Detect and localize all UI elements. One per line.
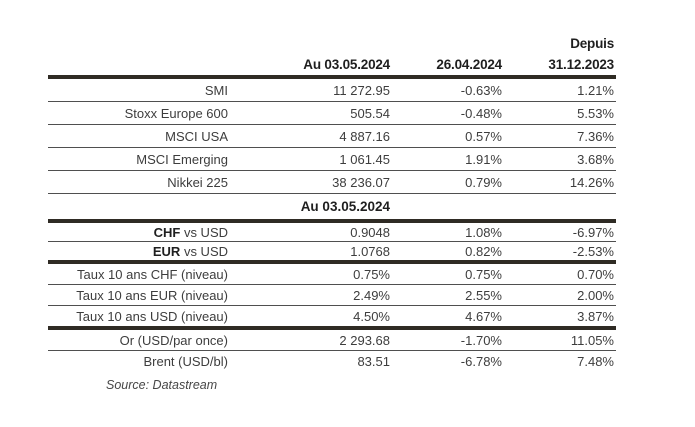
row-label: Stoxx Europe 600 <box>124 105 228 121</box>
value-change-week: 1.08% <box>465 224 502 240</box>
empty-cell <box>48 54 230 77</box>
value-level: 1.0768 <box>350 243 390 259</box>
empty-cell <box>48 194 230 222</box>
table-row: Taux 10 ans USD (niveau) 4.50% 4.67% 3.8… <box>48 306 616 328</box>
table-row: Nikkei 225 38 236.07 0.79% 14.26% <box>48 171 616 194</box>
row-label: Nikkei 225 <box>167 174 228 190</box>
empty-cell <box>48 33 230 54</box>
table-row: Brent (USD/bl) 83.51 -6.78% 7.48% <box>48 351 616 372</box>
table-row: CHF vs USD 0.9048 1.08% -6.97% <box>48 221 616 242</box>
table-row: EUR vs USD 1.0768 0.82% -2.53% <box>48 242 616 263</box>
empty-cell <box>392 194 504 222</box>
value-level: 0.75% <box>353 266 390 282</box>
value-change-week: 4.67% <box>465 308 502 324</box>
value-change-week: 1.91% <box>465 151 502 167</box>
currency-code: CHF <box>153 224 181 240</box>
row-label: MSCI USA <box>165 128 228 144</box>
table-column-header-row: Au 03.05.2024 26.04.2024 31.12.2023 <box>48 54 616 77</box>
currency-pair-rest: vs USD <box>180 224 228 240</box>
row-label: EUR vs USD <box>48 242 230 263</box>
value-change-ytd: -2.53% <box>572 243 614 259</box>
table-row: MSCI USA 4 887.16 0.57% 7.36% <box>48 125 616 148</box>
value-level: 11 272.95 <box>333 82 390 98</box>
row-label: CHF vs USD <box>48 221 230 242</box>
value-change-ytd: 0.70% <box>577 266 614 282</box>
row-label: Taux 10 ans EUR (niveau) <box>76 287 228 303</box>
value-change-week: -0.48% <box>460 105 502 121</box>
table-row: SMI 11 272.95 -0.63% 1.21% <box>48 77 616 102</box>
value-level: 2 293.68 <box>339 332 390 348</box>
value-change-ytd: 7.48% <box>577 353 614 369</box>
table-row: Stoxx Europe 600 505.54 -0.48% 5.53% <box>48 102 616 125</box>
section-header-date: Au 03.05.2024 <box>300 199 390 214</box>
row-label: Brent (USD/bl) <box>143 353 228 369</box>
value-level: 38 236.07 <box>332 174 390 190</box>
column-header-level: Au 03.05.2024 <box>303 57 390 72</box>
value-change-ytd: 3.68% <box>577 151 614 167</box>
currency-pair-rest: vs USD <box>180 243 228 259</box>
value-level: 505.54 <box>350 105 390 121</box>
value-level: 4 887.16 <box>339 128 390 144</box>
empty-cell <box>504 194 616 222</box>
value-change-ytd: 1.21% <box>577 82 614 98</box>
value-change-ytd: 5.53% <box>577 105 614 121</box>
currency-code: EUR <box>152 243 181 259</box>
value-change-week: 2.55% <box>465 287 502 303</box>
column-header-since-week: 26.04.2024 <box>436 57 502 72</box>
value-change-ytd: -6.97% <box>572 224 614 240</box>
value-change-week: -1.70% <box>460 332 502 348</box>
value-level: 0.9048 <box>350 224 390 240</box>
value-level: 83.51 <box>357 353 390 369</box>
table-row: Taux 10 ans EUR (niveau) 2.49% 2.55% 2.0… <box>48 285 616 306</box>
section-header-row: Au 03.05.2024 <box>48 194 616 222</box>
value-change-ytd: 11.05% <box>570 332 614 348</box>
empty-cell <box>230 33 392 54</box>
value-change-week: 0.82% <box>465 243 502 259</box>
table-row: Or (USD/par once) 2 293.68 -1.70% 11.05% <box>48 328 616 351</box>
column-header-since-ytd: 31.12.2023 <box>548 57 614 72</box>
value-change-week: 0.57% <box>465 128 502 144</box>
value-change-ytd: 14.26% <box>569 174 614 190</box>
value-level: 2.49% <box>353 287 390 303</box>
value-level: 1 061.45 <box>339 151 390 167</box>
value-change-week: -6.78% <box>460 353 502 369</box>
table-row: MSCI Emerging 1 061.45 1.91% 3.68% <box>48 148 616 171</box>
table-row: Taux 10 ans CHF (niveau) 0.75% 0.75% 0.7… <box>48 262 616 285</box>
depuis-header: Depuis <box>570 36 614 51</box>
market-data-table: Depuis Au 03.05.2024 26.04.2024 31.12.20… <box>48 33 616 371</box>
row-label: Taux 10 ans CHF (niveau) <box>76 266 228 282</box>
market-table-container: Depuis Au 03.05.2024 26.04.2024 31.12.20… <box>48 33 616 392</box>
value-change-ytd: 2.00% <box>577 287 614 303</box>
value-change-ytd: 7.36% <box>577 128 614 144</box>
row-label: Taux 10 ans USD (niveau) <box>76 308 228 324</box>
table-header-depuis-row: Depuis <box>48 33 616 54</box>
value-change-week: 0.75% <box>465 266 502 282</box>
row-label: MSCI Emerging <box>136 151 228 167</box>
value-change-ytd: 3.87% <box>577 308 614 324</box>
value-change-week: -0.63% <box>460 82 502 98</box>
value-change-week: 0.79% <box>465 174 502 190</box>
source-note: Source: Datastream <box>106 378 218 392</box>
value-level: 4.50% <box>353 308 390 324</box>
row-label: Or (USD/par once) <box>119 332 228 348</box>
row-label: SMI <box>204 82 228 98</box>
